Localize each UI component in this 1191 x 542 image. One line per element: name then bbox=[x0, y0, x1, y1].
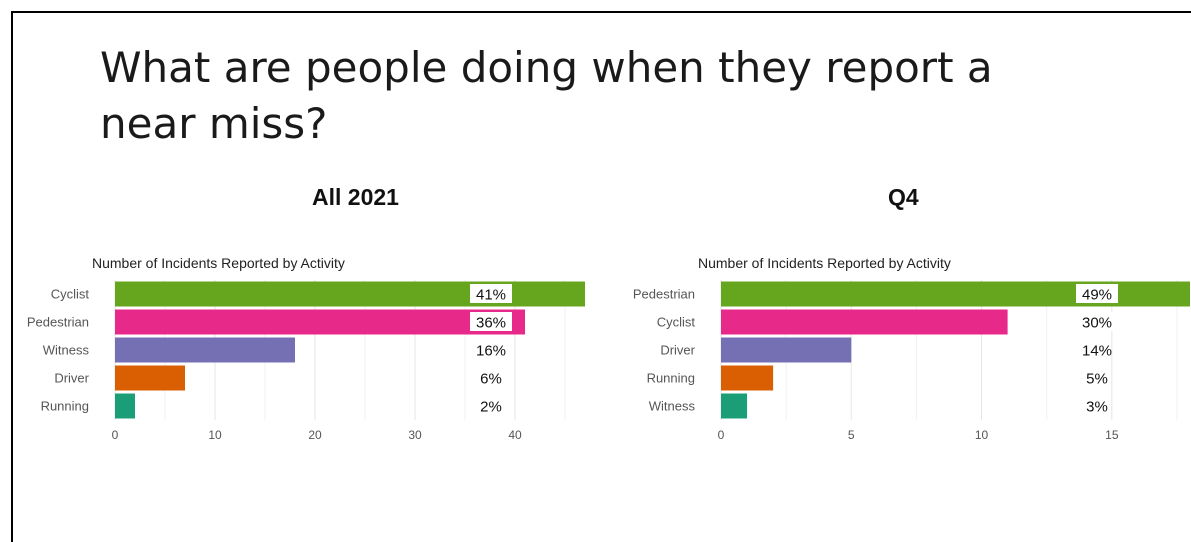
bar-running bbox=[115, 393, 135, 419]
chart-all-2021: Number of Incidents Reported by Activity… bbox=[27, 255, 585, 442]
bar-witness bbox=[115, 337, 295, 363]
bar-driver bbox=[721, 337, 852, 363]
bar-witness bbox=[721, 393, 748, 419]
data-label: 3% bbox=[1086, 399, 1108, 416]
x-tick-label: 0 bbox=[718, 428, 725, 442]
chart-title: Number of Incidents Reported by Activity bbox=[92, 255, 345, 271]
bar-cyclist bbox=[115, 281, 585, 307]
bar-pedestrian bbox=[721, 281, 1190, 307]
data-label: 41% bbox=[476, 287, 506, 304]
data-label-box bbox=[470, 284, 512, 303]
data-label-box bbox=[1076, 284, 1118, 303]
x-tick-label: 10 bbox=[975, 428, 989, 442]
bar-pedestrian bbox=[115, 309, 525, 335]
slide bbox=[11, 11, 1191, 542]
data-label-box bbox=[470, 312, 512, 331]
data-label-box bbox=[1076, 312, 1118, 331]
chart-q4: Number of Incidents Reported by Activity… bbox=[633, 255, 1190, 442]
chart-title: Number of Incidents Reported by Activity bbox=[698, 255, 951, 271]
category-label: Driver bbox=[54, 371, 89, 386]
x-tick-label: 10 bbox=[208, 428, 222, 442]
data-label: 49% bbox=[1082, 287, 1112, 304]
category-label: Witness bbox=[649, 399, 696, 414]
bar-driver bbox=[115, 365, 185, 391]
data-label: 16% bbox=[476, 343, 506, 360]
bar-running bbox=[721, 365, 774, 391]
bar-cyclist bbox=[721, 309, 1008, 335]
x-tick-label: 30 bbox=[408, 428, 422, 442]
data-label: 6% bbox=[480, 371, 502, 388]
slide-title: What are people doing when they report a… bbox=[100, 43, 993, 148]
category-label: Cyclist bbox=[657, 315, 696, 330]
data-label: 30% bbox=[1082, 315, 1112, 332]
category-label: Running bbox=[41, 399, 89, 414]
category-label: Pedestrian bbox=[27, 315, 89, 330]
x-tick-label: 20 bbox=[308, 428, 322, 442]
data-label: 2% bbox=[480, 399, 502, 416]
category-label: Pedestrian bbox=[633, 287, 695, 302]
panel-title-q4: Q4 bbox=[888, 184, 919, 210]
x-tick-label: 0 bbox=[112, 428, 119, 442]
category-label: Cyclist bbox=[51, 287, 90, 302]
data-label: 36% bbox=[476, 315, 506, 332]
data-label: 5% bbox=[1086, 371, 1108, 388]
panel-title-all-2021: All 2021 bbox=[312, 184, 399, 210]
category-label: Running bbox=[647, 371, 695, 386]
x-tick-label: 40 bbox=[508, 428, 522, 442]
category-label: Driver bbox=[660, 343, 695, 358]
data-label: 14% bbox=[1082, 343, 1112, 360]
category-label: Witness bbox=[43, 343, 90, 358]
x-tick-label: 5 bbox=[848, 428, 855, 442]
x-tick-label: 15 bbox=[1105, 428, 1119, 442]
